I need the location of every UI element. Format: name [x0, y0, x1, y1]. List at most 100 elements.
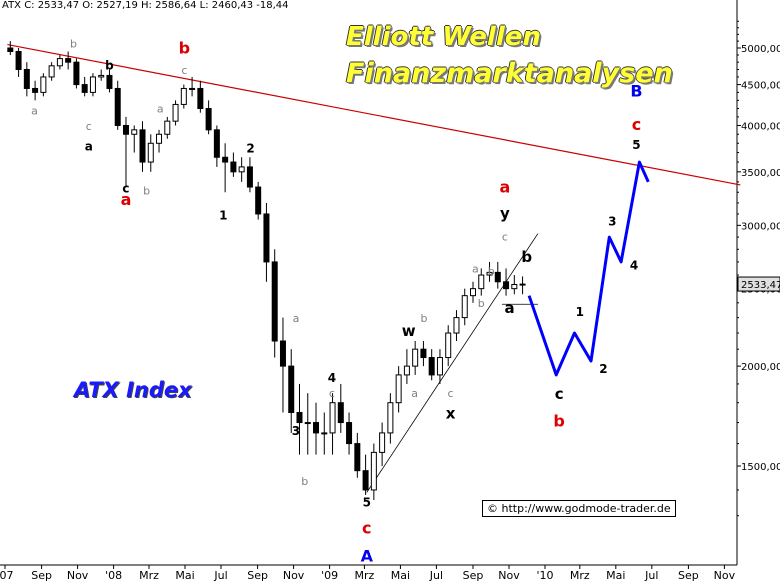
wave-label: b [553, 412, 564, 431]
wave-label: b [301, 475, 308, 488]
x-tick-label: '10 [536, 569, 553, 582]
x-tick-label: Mrz [139, 569, 159, 582]
x-tick-label: Mrz [570, 569, 590, 582]
wave-label: c [502, 231, 508, 244]
candle-body [329, 402, 336, 434]
wave-label: 2 [599, 362, 607, 376]
candle-body [255, 186, 262, 215]
candle-body [164, 120, 171, 135]
wave-label: 5 [632, 138, 640, 152]
candle-body [122, 124, 129, 135]
wave-label: c [555, 385, 564, 403]
candle-body [445, 332, 452, 359]
wave-label: a [499, 177, 510, 196]
candle-body [478, 274, 485, 290]
x-tick-label: Sep [247, 569, 268, 582]
candle-body [32, 87, 39, 93]
x-tick-label: Sep [678, 569, 699, 582]
candle-body [40, 76, 47, 93]
resistance-trendline [7, 43, 741, 186]
support-trendline [366, 233, 539, 493]
candle-body [420, 348, 427, 359]
candle-body [23, 68, 30, 89]
wave-label: b [421, 312, 428, 325]
candle-body [48, 65, 55, 78]
wave-label: b [179, 39, 190, 58]
candle-body [271, 261, 278, 342]
candle-body [296, 411, 303, 424]
wave-label: b [105, 58, 114, 72]
wave-label: 3 [292, 424, 300, 438]
candle-body [486, 271, 493, 276]
wave-label: c [632, 115, 641, 134]
wave-label: c [362, 518, 371, 537]
candle-body [304, 422, 311, 425]
title-line-2: Finanzmarktanalysen [346, 58, 673, 89]
forecast-line [527, 160, 650, 377]
candle-body [494, 271, 501, 283]
candle-body [313, 422, 320, 434]
wave-label: c [122, 181, 129, 195]
x-tick-label: Sep [31, 569, 52, 582]
candle-body [246, 166, 253, 188]
x-tick-label: '08 [105, 569, 122, 582]
candle-body [56, 58, 63, 67]
wave-label: y [500, 204, 510, 222]
candle-body [230, 161, 237, 173]
wave-label: 1 [576, 305, 584, 319]
candle-body [412, 348, 419, 367]
wave-label: a [85, 140, 93, 154]
title-line-1: Elliott Wellen [346, 22, 541, 52]
wave-label: b [521, 248, 532, 266]
candle-body [156, 133, 163, 144]
candle-body [15, 50, 22, 70]
candle-body [131, 129, 138, 135]
candle-body [89, 76, 96, 93]
candle-body [106, 74, 113, 89]
candle-body [222, 156, 229, 163]
index-label: ATX Index [74, 378, 192, 402]
candle-body [403, 365, 410, 376]
candle-body [65, 58, 72, 63]
candle-body [379, 432, 386, 453]
x-tick-label: '07 [0, 569, 14, 582]
wave-label: 5 [363, 495, 371, 509]
candle-body [387, 402, 394, 434]
wave-label: c [448, 387, 454, 400]
y-tick-label: 2000,00 [741, 362, 780, 373]
x-tick-label: Nov [283, 569, 305, 582]
candle-body [213, 129, 220, 158]
x-tick-label: Mai [175, 569, 194, 582]
candle-body [288, 365, 295, 413]
candle-body [139, 129, 146, 163]
candle-body [362, 470, 369, 491]
wave-label: x [446, 404, 456, 422]
y-tick-label: 3500,00 [741, 168, 780, 179]
candle-body [436, 357, 443, 376]
wave-label: c [181, 64, 187, 77]
candle-body [461, 295, 468, 319]
wave-label: c [86, 120, 92, 133]
x-tick-label: '09 [321, 569, 338, 582]
price-bars [7, 41, 526, 501]
wave-label: a [293, 312, 300, 325]
wave-label: a [121, 190, 132, 209]
wave-label: a [157, 103, 164, 116]
x-tick-label: Jul [644, 569, 658, 582]
wave-label: B [630, 81, 642, 100]
y-tick-label: 4000,00 [741, 121, 780, 132]
last-price-label: 2533,47 [741, 280, 780, 291]
wave-label: b [478, 297, 485, 310]
candle-body [354, 443, 361, 472]
wave-label: b [143, 184, 150, 197]
y-tick-label: 5000,00 [741, 44, 780, 55]
axis-frame [0, 0, 738, 566]
candle-body [428, 357, 435, 376]
wave-label: 1 [219, 209, 227, 223]
x-tick-label: Mrz [355, 569, 375, 582]
source-credit[interactable]: © http://www.godmode-trader.de [482, 500, 676, 517]
wave-label: A [361, 546, 374, 565]
candle-body [453, 317, 460, 334]
x-tick-label: Nov [67, 569, 89, 582]
